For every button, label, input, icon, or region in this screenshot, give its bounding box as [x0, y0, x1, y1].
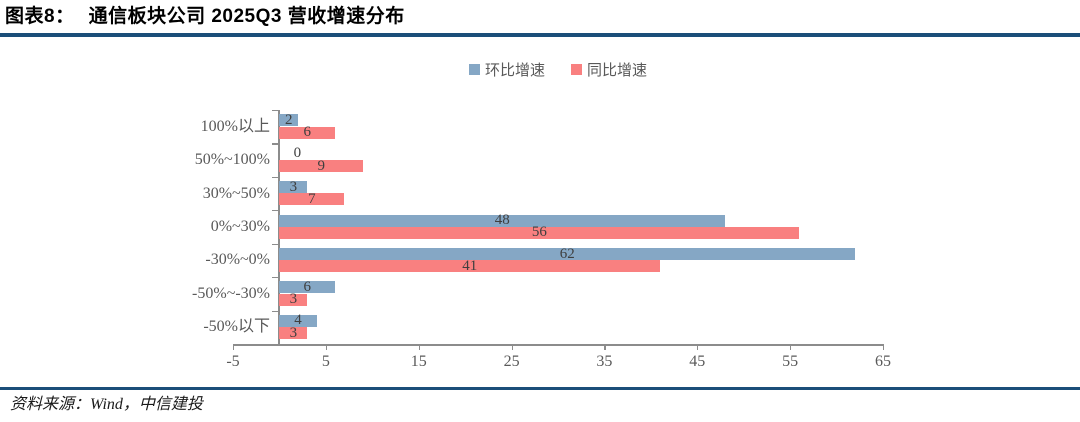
y-tick-mark	[272, 210, 280, 212]
value-label: 3	[289, 178, 298, 195]
legend-item: 环比增速	[468, 59, 545, 80]
y-tick-mark	[272, 143, 280, 145]
legend-label: 同比增速	[587, 63, 648, 79]
value-label: 48	[494, 212, 510, 229]
bar-yoy-growth	[279, 226, 800, 239]
x-tick-mark	[697, 344, 699, 350]
bar-yoy-growth	[279, 293, 308, 306]
y-tick-mark	[272, 310, 280, 312]
x-tick-label: 35	[596, 353, 613, 370]
x-tick-label: 65	[875, 353, 891, 370]
category-label: -30%~0%	[205, 251, 270, 269]
bar-qoq-growth	[279, 114, 298, 127]
bar-yoy-growth	[279, 126, 336, 139]
x-tick-label: 45	[689, 353, 706, 370]
bar-yoy-growth	[279, 260, 661, 273]
category-label: -50%~-30%	[192, 284, 270, 302]
x-tick-mark	[325, 344, 328, 350]
y-axis-line	[278, 110, 280, 345]
legend-swatch-icon	[571, 64, 582, 75]
value-label: 6	[303, 124, 312, 141]
x-tick-label: 55	[782, 353, 799, 370]
value-label: 3	[289, 291, 298, 308]
value-label: 3	[289, 324, 298, 341]
category-label: 0%~30%	[210, 218, 270, 235]
value-label: 62	[559, 245, 575, 262]
x-tick-mark	[790, 344, 792, 350]
category-label: 100%以上	[200, 117, 270, 135]
value-label: 2	[284, 111, 293, 128]
category-label: 50%~100%	[194, 151, 270, 169]
x-tick-mark	[604, 344, 606, 350]
value-label: 4	[294, 312, 302, 329]
figure-title-text: 通信板块公司 2025Q3 营收增速分布	[88, 6, 405, 27]
value-label: 56	[531, 224, 547, 241]
title-divider-rule	[0, 33, 1080, 37]
legend-swatch-icon	[468, 64, 480, 75]
bar-yoy-growth	[279, 327, 308, 340]
y-tick-mark	[272, 243, 280, 245]
x-tick-mark	[511, 344, 513, 350]
chart-legend: 环比增速 同比增速	[0, 59, 1080, 80]
x-tick-mark	[418, 344, 420, 350]
x-tick-label: 5	[321, 353, 330, 370]
legend-label: 环比增速	[484, 63, 545, 79]
bar-qoq-growth	[279, 214, 726, 227]
figure-title: 图表8： 通信板块公司 2025Q3 营收增速分布	[5, 4, 405, 30]
category-label: -50%以下	[203, 318, 270, 336]
x-tick-mark	[233, 344, 235, 350]
value-label: 6	[303, 278, 312, 295]
bar-qoq-growth	[279, 314, 317, 327]
bar-qoq-growth	[279, 281, 336, 294]
source-note: 资料来源：Wind，中信建投	[10, 396, 203, 413]
value-label: 7	[308, 190, 316, 207]
y-tick-mark	[272, 176, 280, 179]
y-tick-mark	[272, 344, 280, 346]
value-label: 0	[293, 145, 302, 162]
bar-yoy-growth	[279, 193, 345, 206]
footer-divider-rule	[0, 387, 1080, 390]
y-tick-mark	[272, 277, 280, 279]
value-label: 41	[462, 257, 478, 274]
bar-qoq-growth	[279, 181, 308, 194]
x-tick-label: 25	[503, 353, 520, 370]
bar-yoy-growth	[279, 160, 363, 173]
x-axis-line	[233, 344, 883, 346]
legend-item: 同比增速	[571, 59, 647, 80]
category-label: 30%~50%	[202, 184, 270, 202]
y-tick-mark	[272, 110, 280, 112]
value-label: 9	[317, 157, 325, 174]
bar-qoq-growth	[279, 248, 856, 260]
x-tick-label: 15	[410, 353, 427, 370]
x-tick-label: -5	[226, 353, 240, 370]
figure-number-label: 图表8：	[5, 6, 75, 27]
x-tick-mark	[883, 344, 885, 350]
